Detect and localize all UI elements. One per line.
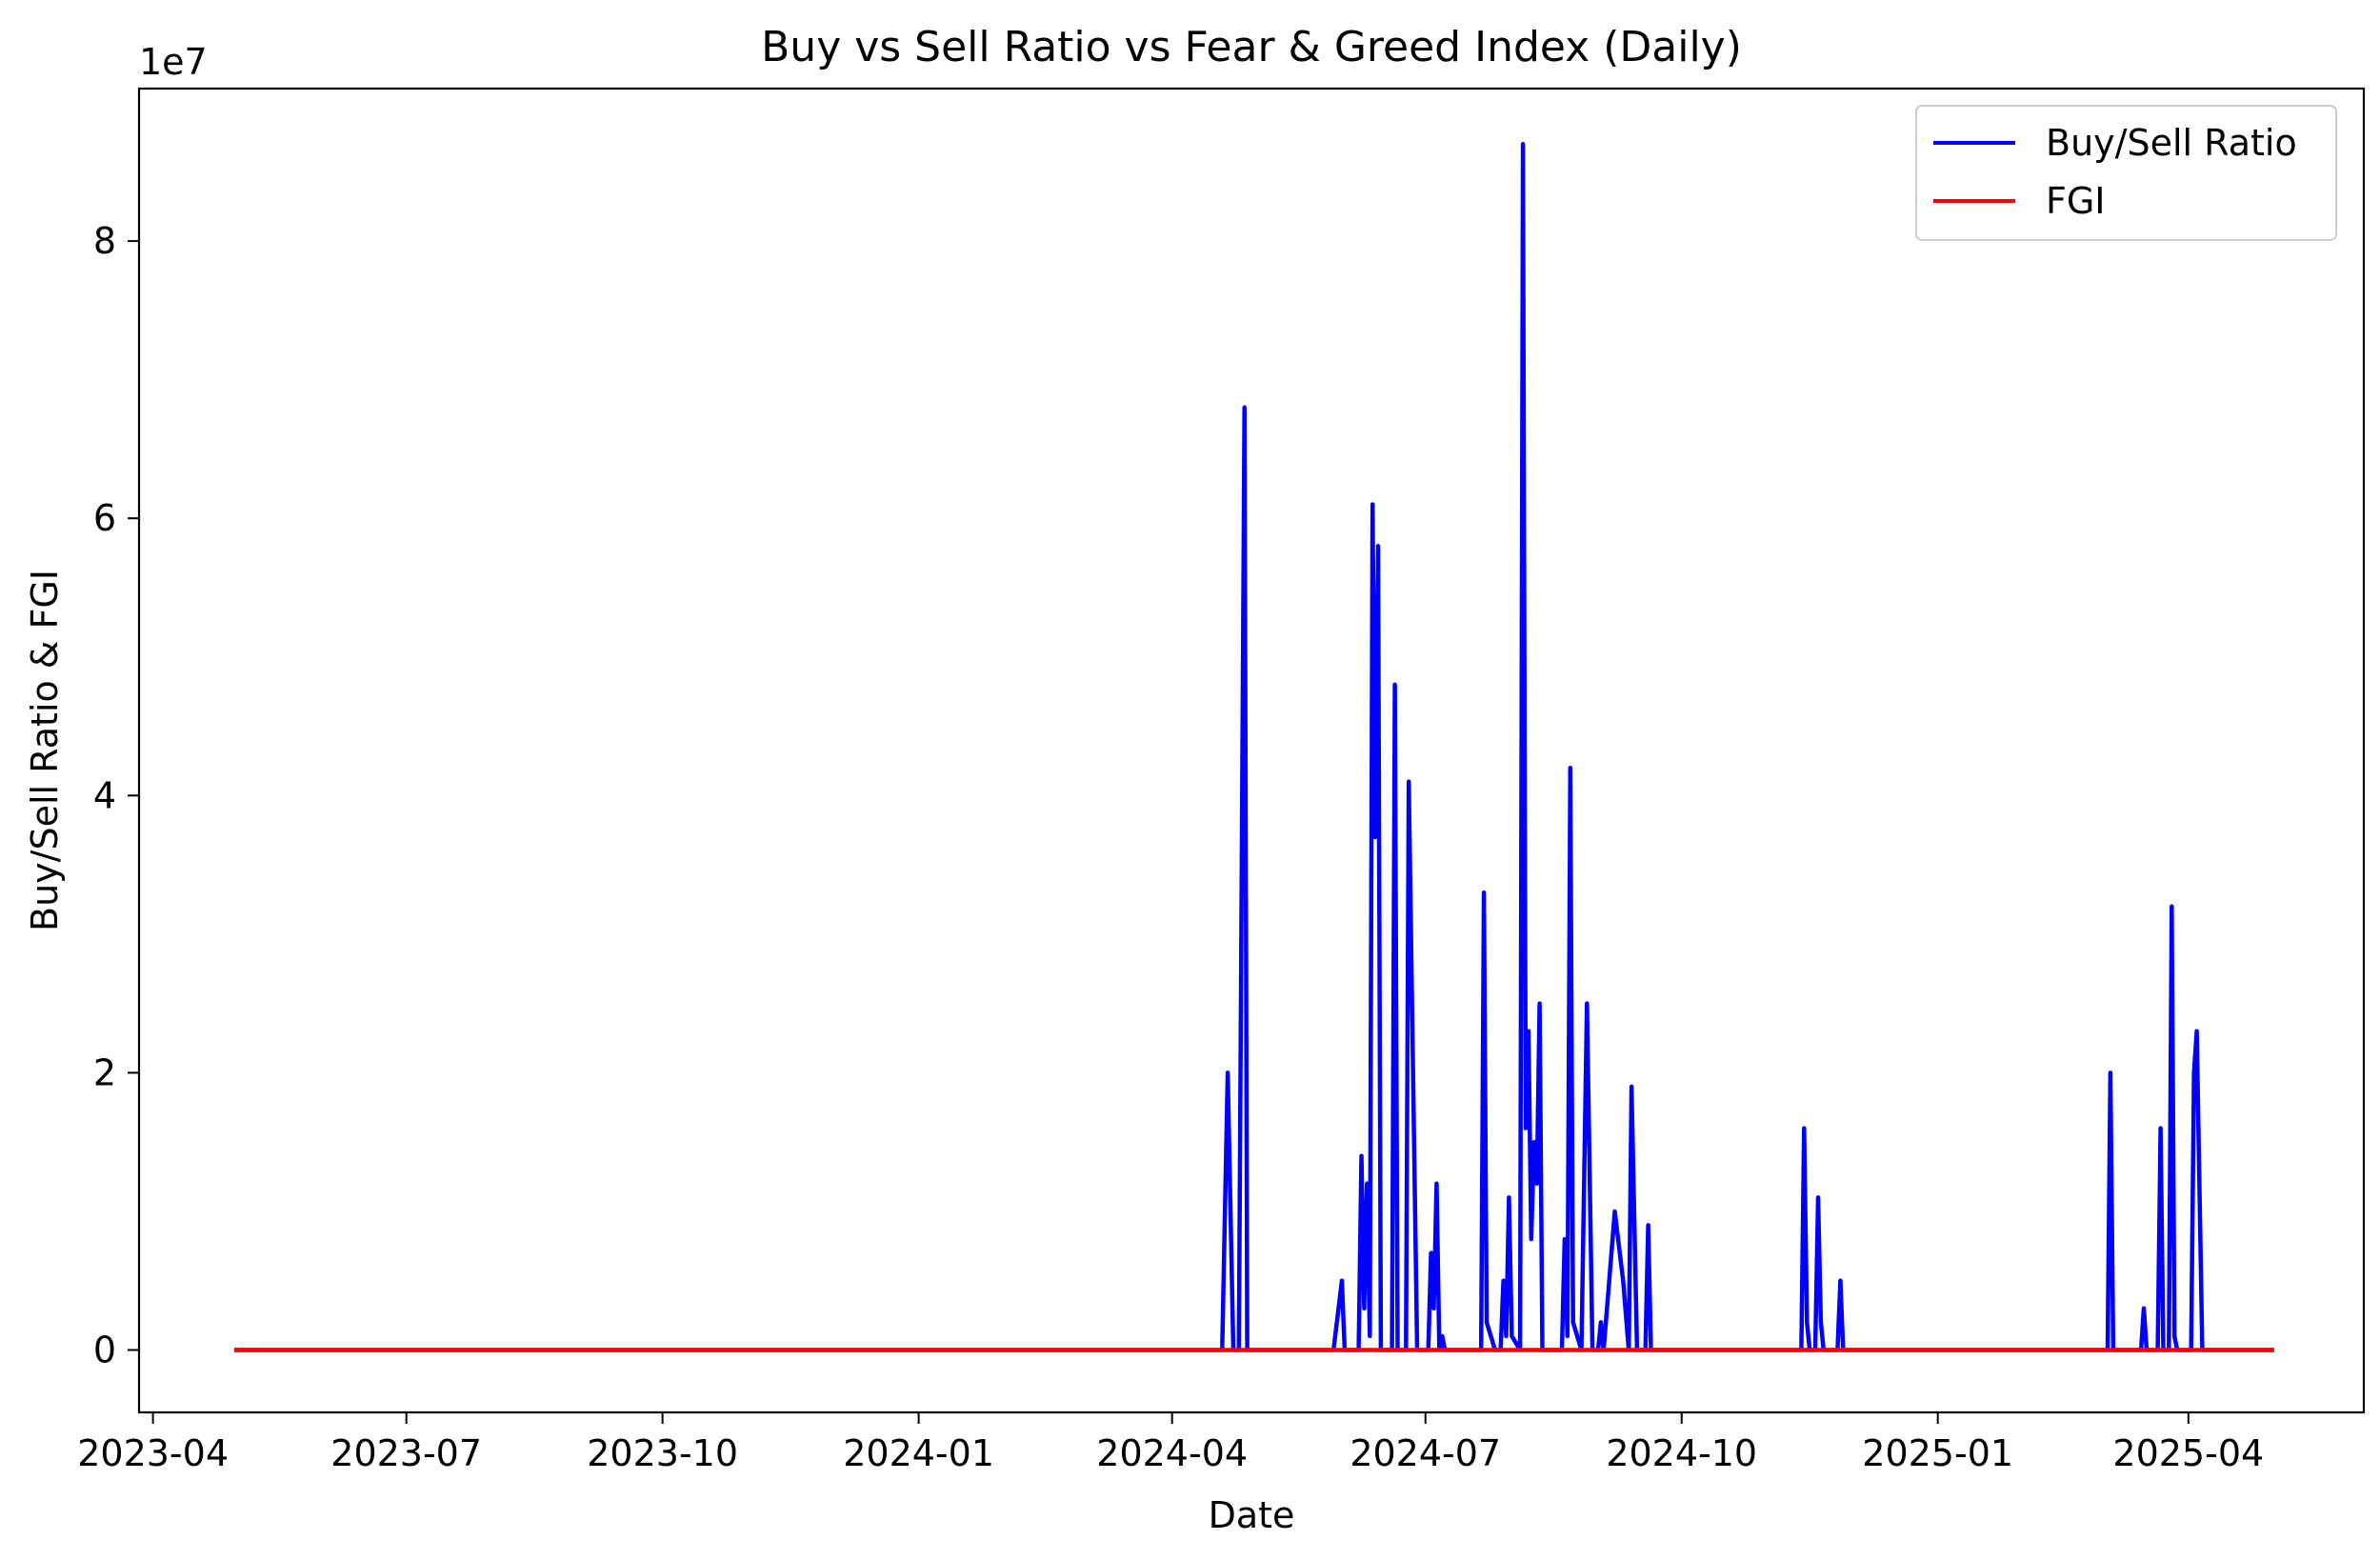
legend: Buy/Sell Ratio FGI bbox=[1915, 105, 2337, 241]
legend-label-buy-sell-ratio: Buy/Sell Ratio bbox=[2046, 122, 2297, 164]
y-axis-label: Buy/Sell Ratio & FGI bbox=[24, 570, 66, 931]
x-tick-label: 2024-07 bbox=[1350, 1432, 1501, 1474]
y-tick-label: 2 bbox=[93, 1051, 116, 1093]
x-tick-label: 2023-07 bbox=[330, 1432, 482, 1474]
x-tick-label: 2024-10 bbox=[1606, 1432, 1757, 1474]
plot-area bbox=[234, 141, 2274, 1352]
legend-frame bbox=[1915, 105, 2337, 241]
x-tick-label: 2025-04 bbox=[2112, 1432, 2264, 1474]
series-line-buy-sell-ratio bbox=[234, 141, 2274, 1352]
y-tick-label: 6 bbox=[93, 497, 116, 539]
x-tick-label: 2023-04 bbox=[77, 1432, 229, 1474]
x-axis: 2023-04 2023-07 2023-10 2024-01 2024-04 2024-… bbox=[77, 1412, 2264, 1474]
x-tick-label: 2023-10 bbox=[587, 1432, 738, 1474]
y-tick-label: 8 bbox=[93, 220, 116, 262]
y-tick-label: 4 bbox=[93, 774, 116, 816]
legend-label-fgi: FGI bbox=[2046, 180, 2106, 222]
y-axis: 0 2 4 6 8 bbox=[93, 220, 139, 1371]
x-tick-label: 2024-01 bbox=[843, 1432, 994, 1474]
x-axis-label: Date bbox=[1209, 1494, 1295, 1536]
plot-frame bbox=[137, 87, 2366, 1414]
x-tick-label: 2025-01 bbox=[1862, 1432, 2013, 1474]
y-axis-offset-label: 1e7 bbox=[139, 41, 208, 83]
x-tick-label: 2024-04 bbox=[1096, 1432, 1248, 1474]
chart-title: Buy vs Sell Ratio vs Fear & Greed Index … bbox=[761, 23, 1742, 71]
y-tick-label: 0 bbox=[93, 1330, 116, 1371]
